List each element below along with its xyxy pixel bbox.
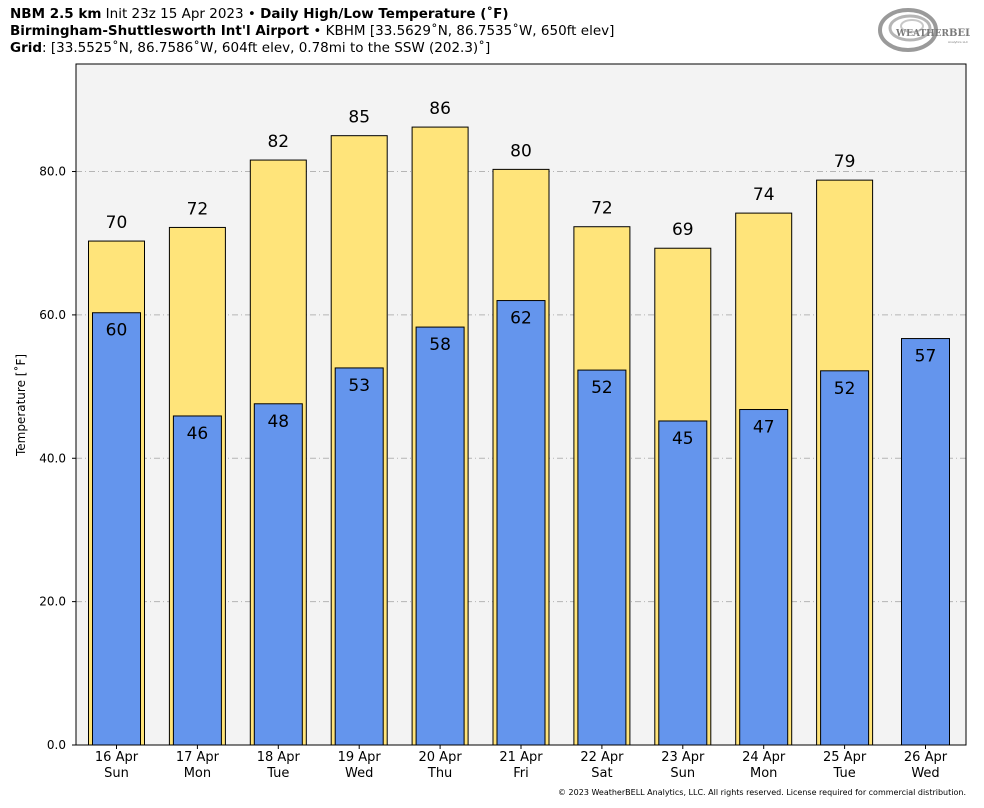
copyright-notice: © 2023 WeatherBELL Analytics, LLC. All r… — [558, 788, 966, 797]
x-tick-label-date: 22 Apr — [580, 750, 624, 765]
low-value-label: 45 — [672, 429, 694, 449]
low-value-label: 53 — [348, 376, 370, 396]
chart-title: Daily High/Low Temperature (˚F) — [260, 6, 509, 22]
low-value-label: 62 — [510, 309, 532, 329]
x-tick-label-day: Wed — [911, 766, 939, 781]
weatherbell-logo: WEATHERBELL Analytics LLC — [878, 8, 970, 52]
station-name: Birmingham-Shuttlesworth Int'l Airport — [10, 23, 310, 39]
high-value-label: 80 — [510, 141, 532, 161]
high-value-label: 85 — [348, 108, 370, 128]
high-value-label: 86 — [429, 99, 451, 119]
x-tick-label-date: 26 Apr — [904, 750, 948, 765]
low-bars — [92, 300, 950, 746]
x-tick-label-date: 21 Apr — [499, 750, 543, 765]
high-value-label: 79 — [834, 152, 856, 172]
header-line-1: NBM 2.5 km Init 23z 15 Apr 2023 • Daily … — [10, 6, 509, 23]
init-time: Init 23z 15 Apr 2023 • — [101, 6, 261, 22]
high-value-label: 70 — [106, 213, 128, 233]
low-labels: 60 46 48 53 58 62 52 45 47 52 57 — [106, 309, 937, 449]
logo-subtext: Analytics LLC — [948, 40, 968, 44]
low-value-label: 47 — [753, 418, 775, 438]
low-bar — [901, 338, 950, 746]
logo-text-weather: WEATHER — [895, 29, 950, 39]
x-tick-label-date: 18 Apr — [257, 750, 301, 765]
x-tick-label-date: 25 Apr — [823, 750, 867, 765]
y-tick-label: 80.0 — [39, 165, 66, 179]
plot-frame — [75, 63, 967, 746]
high-value-label: 72 — [187, 199, 209, 219]
high-value-label: 74 — [753, 185, 775, 205]
low-bar — [577, 369, 627, 746]
y-axis-label: Temperature [˚F] — [13, 354, 28, 457]
low-bar — [334, 367, 384, 746]
high-labels: 70 72 82 85 86 80 72 69 74 79 — [106, 99, 856, 240]
header-line-3: Grid: [33.5525˚N, 86.7586˚W, 604ft elev,… — [10, 40, 490, 57]
x-tick-label-date: 20 Apr — [419, 750, 463, 765]
low-value-label: 58 — [429, 335, 451, 355]
low-value-label: 57 — [915, 347, 937, 367]
x-tick-label-day: Fri — [513, 766, 529, 781]
x-tick-label-day: Tue — [832, 766, 855, 781]
low-bar — [739, 409, 789, 746]
station-info: • KBHM [33.5629˚N, 86.7535˚W, 650ft elev… — [309, 23, 615, 39]
high-value-label: 82 — [267, 132, 289, 152]
svg-text:WEATHERBELL: WEATHERBELL — [895, 28, 970, 39]
x-tick-label-date: 23 Apr — [661, 750, 705, 765]
x-tick-label-day: Sun — [670, 766, 695, 781]
x-tick-label-day: Sat — [591, 766, 612, 781]
grid-info: : [33.5525˚N, 86.7586˚W, 604ft elev, 0.7… — [42, 40, 491, 56]
y-tick-label: 60.0 — [39, 308, 66, 322]
x-tick-label-day: Mon — [184, 766, 211, 781]
high-value-label: 72 — [591, 199, 613, 219]
y-tick-label: 0.0 — [47, 738, 66, 752]
x-tick-label-day: Tue — [266, 766, 289, 781]
high-value-label: 69 — [672, 220, 694, 240]
y-axis: 0.0 20.0 40.0 60.0 80.0 — [39, 165, 76, 752]
low-value-label: 60 — [106, 321, 128, 341]
grid-label: Grid — [10, 40, 43, 56]
low-value-label: 52 — [834, 379, 856, 399]
low-bar — [658, 420, 708, 746]
logo-text-bell: BELL — [949, 28, 970, 39]
low-bar — [92, 312, 141, 746]
header-line-2: Birmingham-Shuttlesworth Int'l Airport •… — [10, 23, 614, 40]
x-tick-label-date: 16 Apr — [95, 750, 139, 765]
low-bar — [496, 300, 546, 746]
low-bar — [253, 403, 303, 746]
low-bar — [820, 370, 870, 746]
low-value-label: 52 — [591, 378, 613, 398]
x-tick-label-day: Sun — [104, 766, 129, 781]
x-tick-label-date: 19 Apr — [338, 750, 382, 765]
x-tick-label-day: Thu — [427, 766, 452, 781]
y-tick-label: 40.0 — [39, 451, 66, 465]
y-tick-label: 20.0 — [39, 595, 66, 609]
x-tick-label-date: 17 Apr — [176, 750, 220, 765]
low-value-label: 46 — [187, 424, 209, 444]
x-tick-label-day: Wed — [345, 766, 373, 781]
low-value-label: 48 — [267, 412, 289, 432]
low-bar — [415, 326, 465, 746]
model-name: NBM 2.5 km — [10, 6, 102, 22]
x-tick-label-day: Mon — [750, 766, 777, 781]
x-tick-label-date: 24 Apr — [742, 750, 786, 765]
low-bar — [172, 415, 222, 746]
